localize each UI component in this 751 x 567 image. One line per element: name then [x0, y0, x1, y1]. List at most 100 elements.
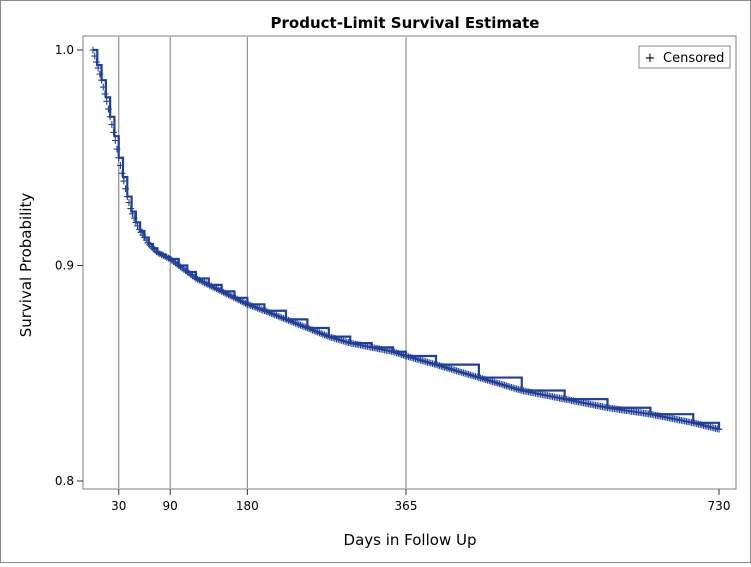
censored-marker-120	[192, 275, 200, 282]
censored-marker-204	[264, 308, 272, 316]
x-tick-label-90: 90	[163, 499, 178, 513]
censored-marker-38	[122, 185, 129, 193]
reference-lines	[118, 37, 407, 488]
censored-marker-10	[98, 76, 105, 84]
censored-marker-258	[310, 327, 318, 335]
censored-marker-212	[271, 311, 279, 319]
survival-curve	[93, 48, 721, 430]
censored-marker-110	[183, 268, 191, 276]
chart-title: Product-Limit Survival Estimate	[271, 14, 540, 32]
censored-marker-2	[91, 52, 99, 60]
censored-marker-46	[129, 210, 136, 218]
censored-marker-184	[247, 302, 255, 309]
censored-marker-48	[130, 214, 138, 222]
censored-marker-362	[400, 351, 407, 359]
censored-marker-356	[394, 350, 402, 357]
censored-marker-12	[99, 83, 107, 91]
censored-marker-114	[187, 271, 195, 278]
censored-marker-230	[286, 317, 294, 325]
censored-marker-234	[290, 319, 298, 326]
censored-marker-100	[175, 262, 183, 269]
x-tick-label-180: 180	[236, 499, 259, 513]
censored-marker-88	[165, 254, 172, 262]
censored-marker-118	[190, 273, 198, 281]
censored-marker-162	[228, 293, 236, 300]
censored-marker-154	[221, 289, 229, 297]
censored-marker-134	[204, 281, 212, 288]
censored-marker-256	[309, 326, 316, 334]
censored-marker-358	[396, 350, 404, 358]
censored-marker-16	[103, 97, 111, 105]
censored-markers	[89, 46, 723, 433]
censored-marker-208	[267, 310, 275, 317]
censored-marker-14	[101, 90, 109, 98]
censored-marker-242	[297, 321, 304, 329]
censored-marker-116	[189, 272, 196, 280]
censored-marker-26	[111, 137, 119, 144]
censored-marker-730	[715, 425, 723, 433]
censored-marker-158	[225, 291, 232, 299]
censored-marker-220	[278, 314, 286, 322]
censored-marker-268	[319, 330, 327, 338]
censored-marker-274	[324, 332, 332, 340]
censored-marker-144	[213, 285, 220, 293]
censored-marker-206	[266, 309, 274, 317]
censored-marker-166	[231, 294, 239, 302]
legend-censored-icon: +	[645, 51, 656, 66]
censored-marker-80	[158, 251, 166, 259]
censored-marker-94	[170, 258, 178, 266]
censored-marker-156	[223, 290, 231, 298]
censored-marker-108	[182, 267, 190, 275]
censored-marker-78	[156, 250, 164, 258]
censored-marker-104	[178, 264, 186, 272]
censored-marker-8	[96, 70, 104, 78]
censored-marker-112	[185, 269, 193, 277]
censored-marker-124	[195, 276, 203, 284]
censored-marker-214	[273, 312, 280, 319]
y-axis-ticks: 0.8 0.9 1.0	[55, 43, 83, 488]
censored-marker-132	[202, 280, 210, 288]
censored-marker-146	[214, 286, 222, 294]
censored-marker-222	[279, 314, 287, 322]
censored-marker-232	[288, 318, 296, 326]
censored-marker-254	[307, 325, 315, 333]
censored-marker-248	[302, 323, 310, 331]
censored-marker-228	[285, 317, 292, 324]
censored-marker-192	[254, 304, 262, 312]
censored-marker-34	[118, 169, 126, 177]
censored-marker-170	[235, 296, 243, 304]
censored-marker-260	[312, 328, 320, 335]
censored-marker-128	[199, 278, 207, 286]
censored-marker-190	[252, 304, 260, 311]
censored-marker-224	[281, 315, 289, 323]
censored-marker-198	[259, 306, 267, 314]
censored-marker-0	[89, 46, 97, 54]
censored-marker-138	[207, 282, 215, 290]
censored-marker-178	[242, 300, 250, 307]
censored-marker-202	[262, 308, 270, 315]
plot-frame	[82, 35, 737, 490]
censored-marker-130	[201, 279, 208, 287]
censored-marker-176	[240, 299, 248, 306]
censored-marker-136	[206, 281, 214, 289]
censored-marker-180	[243, 300, 251, 308]
censored-marker-32	[117, 162, 124, 169]
censored-marker-122	[194, 275, 202, 283]
censored-marker-20	[106, 113, 114, 121]
censored-marker-24	[110, 128, 117, 136]
legend: + Censored	[638, 45, 731, 69]
survival-series	[89, 46, 723, 433]
censored-marker-186	[249, 302, 256, 310]
censored-marker-150	[218, 287, 226, 295]
censored-marker-272	[322, 332, 330, 339]
censored-marker-52	[134, 222, 141, 230]
censored-marker-42	[125, 199, 133, 206]
censored-marker-84	[161, 253, 169, 260]
censored-marker-360	[398, 351, 406, 358]
y-tick-label-1: 1.0	[55, 43, 74, 57]
censored-marker-82	[159, 252, 167, 259]
censored-marker-252	[305, 325, 313, 333]
censored-marker-30	[115, 154, 123, 162]
